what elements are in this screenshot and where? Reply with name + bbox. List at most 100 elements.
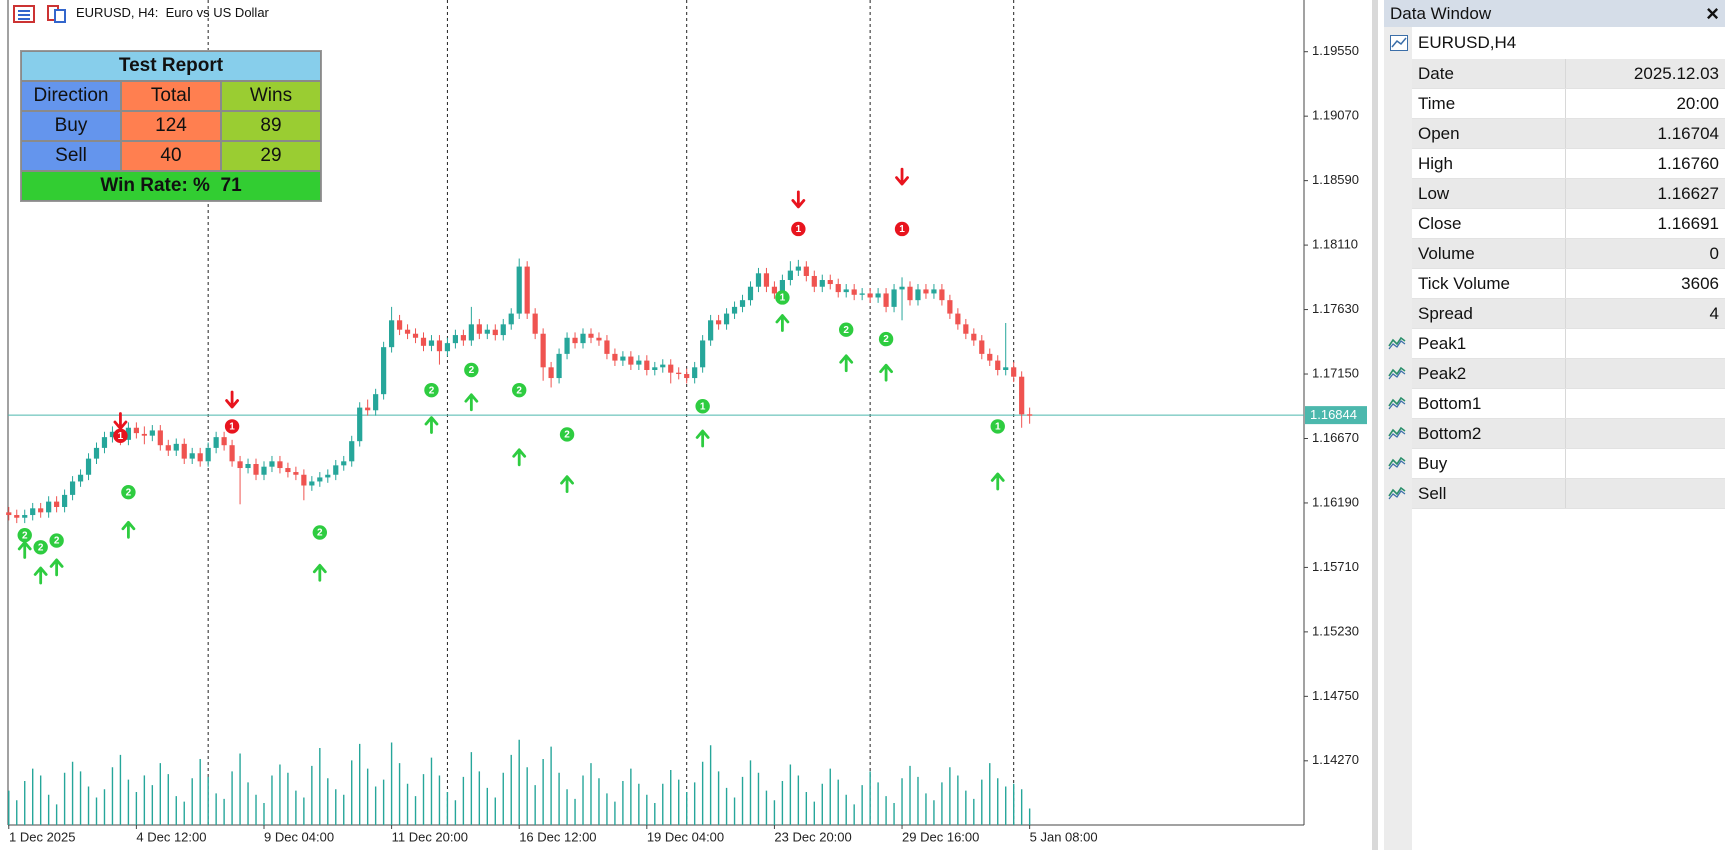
candle-body [739, 300, 746, 307]
y-tick-label: 1.19550 [1312, 43, 1359, 58]
candle-body [987, 353, 993, 361]
candle-body [652, 367, 658, 370]
x-tick-label: 5 Jan 08:00 [1030, 829, 1098, 844]
signal-arrow [312, 563, 327, 582]
candle-body [436, 340, 443, 352]
candle-body [843, 289, 849, 293]
candle-body [357, 407, 363, 442]
data-window-value [1566, 359, 1725, 388]
candle-body [891, 289, 897, 307]
data-window-row: Volume 0 [1412, 239, 1725, 269]
candle-body [779, 280, 785, 294]
candle-body [971, 333, 977, 341]
candle-body [237, 461, 243, 469]
candle-body [995, 360, 1001, 370]
data-window-value [1566, 389, 1725, 418]
candle-body [396, 320, 403, 330]
signal-arrow [113, 412, 128, 430]
signal-label: 2 [469, 365, 475, 376]
candle-body [1019, 376, 1025, 415]
report-cell: 29 [221, 141, 321, 171]
candle-body [771, 286, 778, 294]
data-window-row: Spread 4 [1412, 299, 1725, 329]
signal-circle [990, 419, 1005, 434]
signal-arrow [990, 472, 1005, 491]
signal-arrow [225, 390, 239, 409]
report-footer: Win Rate: % 71 [21, 171, 321, 201]
report-cell: Sell [21, 141, 121, 171]
candle-body [787, 270, 793, 281]
candle-body [660, 364, 666, 368]
data-window-label: Date [1412, 59, 1566, 88]
candle-body [867, 293, 873, 298]
candle-body [101, 437, 108, 448]
candle-body [883, 293, 889, 307]
data-window-row: Open 1.16704 [1412, 119, 1725, 149]
signal-label: 1 [229, 422, 235, 433]
candle-body [46, 501, 52, 513]
data-window-title: Data Window [1390, 4, 1492, 23]
signal-label: 1 [700, 401, 706, 412]
candle-body [755, 273, 762, 287]
x-tick-label: 1 Dec 2025 [9, 829, 76, 844]
candle-body [700, 340, 706, 368]
candle-body [564, 337, 570, 354]
candle-body [349, 441, 355, 462]
candle-body [285, 468, 291, 473]
x-tick-label: 29 Dec 16:00 [902, 829, 979, 844]
signal-label: 1 [796, 224, 802, 235]
candle-body [851, 289, 857, 295]
x-tick-label: 9 Dec 04:00 [264, 829, 334, 844]
report-cell: 40 [121, 141, 221, 171]
signal-circle [791, 221, 806, 237]
candle-body [181, 443, 187, 459]
signal-label: 2 [883, 334, 889, 345]
close-button[interactable]: × [1706, 1, 1719, 26]
candle-body [381, 347, 387, 395]
data-window-value: 4 [1566, 299, 1725, 328]
y-tick-label: 1.16190 [1312, 494, 1359, 509]
candle-body [404, 329, 411, 334]
candle-body [963, 324, 969, 334]
panel-splitter [1372, 0, 1378, 850]
indicator-icon [1388, 486, 1406, 500]
candle-body [197, 453, 203, 462]
candle-body [636, 360, 642, 365]
candle-body [500, 324, 506, 336]
candle-body [269, 461, 275, 467]
data-window-row: Buy [1388, 449, 1725, 479]
candle-body [819, 280, 825, 287]
signal-circle [775, 290, 790, 305]
signal-arrow [33, 566, 48, 585]
current-price-box [1305, 406, 1367, 425]
candle-body [620, 356, 626, 361]
data-window-value [1566, 479, 1725, 508]
data-window-label: Tick Volume [1412, 269, 1566, 298]
data-window-label: Open [1412, 119, 1566, 148]
candle-body [301, 474, 307, 486]
candle-body [245, 464, 251, 469]
data-window-label: Time [1412, 89, 1566, 118]
data-window-row: Peak2 [1388, 359, 1725, 389]
candle-body [149, 430, 155, 436]
candle-body [373, 394, 379, 411]
data-window-label: Buy [1412, 449, 1566, 478]
signal-label: 2 [317, 528, 323, 539]
candle-body [125, 427, 132, 440]
signal-arrow [791, 190, 806, 209]
candle-body [979, 340, 985, 354]
data-window-label: Bottom2 [1412, 419, 1566, 448]
candle-body [763, 273, 770, 287]
current-price-label: 1.16844 [1310, 407, 1357, 422]
signal-arrow [49, 558, 64, 577]
candle-body [596, 337, 602, 341]
data-window-value [1566, 449, 1725, 478]
title-icons [13, 5, 66, 23]
data-window-value: 0 [1566, 239, 1725, 268]
data-window: Data Window × EURUSD,H4 Date 2025.12.03 Ti… [1384, 0, 1725, 850]
data-window-label: Peak2 [1412, 359, 1566, 388]
data-window-row: Date 2025.12.03 [1412, 59, 1725, 89]
candle-body [388, 320, 395, 348]
candle-body [141, 433, 147, 436]
report-cell: 124 [121, 111, 221, 141]
